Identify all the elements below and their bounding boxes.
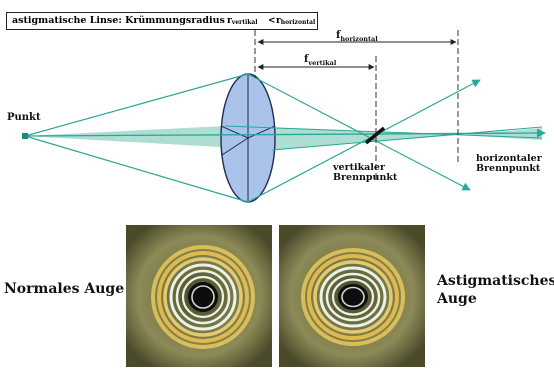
astig-eye-label: Astigmatisches Auge [437,273,554,307]
ray-bottom-in [24,135,249,203]
horizontal-cone-right [225,126,458,150]
ray-bottom-out [247,79,481,203]
vertical-focus-label: vertikaler Brennpunkt [333,162,398,183]
lens-axis-diag3 [221,137,249,156]
ray-h-lower [271,126,543,151]
title-less-than: < [268,16,276,26]
source-point [22,133,28,139]
title-box: astigmatische Linse: Krümmungsradius rve… [6,12,318,30]
astigmatic-eye-image [279,225,425,367]
f-vertical-label: fvertikal [304,54,337,67]
ray-top-in [24,73,249,137]
lens-axis-diag1 [220,125,249,139]
normal-eye-image [126,225,272,367]
f-horizontal-label: fhorizontal [336,30,378,43]
title-text: astigmatische Linse: Krümmungsradius [12,15,225,26]
normal-eye-label: Normales Auge [4,281,125,297]
title-r-vertical: rvertikal [227,16,258,26]
ray-h-upper [224,125,543,139]
ray-top-out [247,73,471,191]
horizontal-cone-left [25,126,272,150]
title-r-horizontal: rhorizontal [276,16,316,26]
optics-diagram [22,30,546,203]
horizontal-focus-label: horizontaler Brennpunkt [476,153,542,174]
point-label: Punkt [7,112,41,123]
vertical-focus-line [364,126,386,145]
